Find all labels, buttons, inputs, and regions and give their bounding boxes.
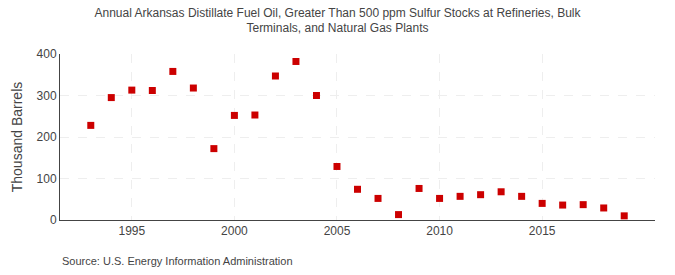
svg-text:2010: 2010 <box>426 224 453 238</box>
svg-text:0: 0 <box>50 213 57 227</box>
svg-text:2005: 2005 <box>324 224 351 238</box>
svg-text:Source: U.S. Energy Informatio: Source: U.S. Energy Information Administ… <box>62 255 293 267</box>
svg-text:Annual Arkansas Distillate Fue: Annual Arkansas Distillate Fuel Oil, Gre… <box>94 6 581 36</box>
svg-text:1995: 1995 <box>118 224 145 238</box>
svg-text:400: 400 <box>37 47 57 61</box>
svg-text:Thousand Barrels: Thousand Barrels <box>9 82 25 193</box>
svg-text:100: 100 <box>37 172 57 186</box>
svg-text:2000: 2000 <box>221 224 248 238</box>
svg-text:2015: 2015 <box>529 224 556 238</box>
svg-text:200: 200 <box>37 130 57 144</box>
svg-text:300: 300 <box>37 89 57 103</box>
